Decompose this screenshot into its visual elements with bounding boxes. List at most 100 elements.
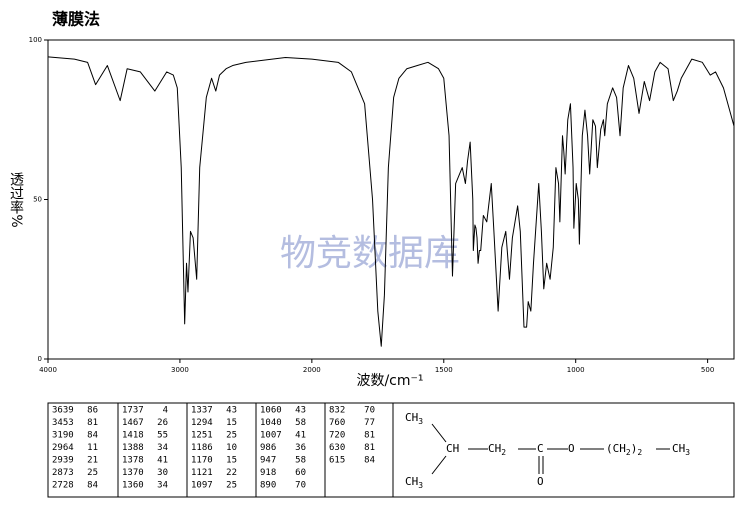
peak-transmittance: 81 — [87, 418, 98, 428]
peak-wavenumber: 1418 — [122, 431, 144, 441]
peak-wavenumber: 760 — [329, 418, 345, 428]
peak-transmittance: 81 — [364, 443, 375, 453]
peak-wavenumber: 832 — [329, 406, 345, 416]
peak-wavenumber: 1060 — [260, 406, 282, 416]
peak-transmittance: 58 — [295, 418, 306, 428]
plot-frame — [47, 39, 735, 360]
peak-wavenumber: 1737 — [122, 406, 144, 416]
peak-wavenumber: 1251 — [191, 431, 213, 441]
table-dividers — [117, 403, 394, 497]
peak-wavenumber: 2728 — [52, 481, 74, 491]
structure-bonds — [431, 423, 670, 475]
peak-transmittance: 70 — [364, 406, 375, 416]
subscript: 3 — [685, 448, 690, 457]
peak-wavenumber: 1360 — [122, 481, 144, 491]
chart-title: 薄膜法 — [52, 10, 100, 29]
group-text: CH — [446, 442, 459, 455]
peak-transmittance: 41 — [295, 431, 306, 441]
peak-transmittance: 58 — [295, 456, 306, 466]
x-tick-label: 1500 — [435, 366, 453, 374]
y-tick-label: 0 — [38, 355, 42, 363]
peak-wavenumber: 2873 — [52, 468, 74, 478]
spectrum-line — [47, 56, 735, 347]
table-frame — [47, 402, 735, 498]
peak-wavenumber: 890 — [260, 481, 276, 491]
peak-transmittance: 36 — [295, 443, 306, 453]
peak-wavenumber: 1294 — [191, 418, 213, 428]
peak-wavenumber: 3190 — [52, 431, 74, 441]
peak-transmittance: 26 — [157, 418, 168, 428]
peak-wavenumber: 1121 — [191, 468, 213, 478]
peak-wavenumber: 1467 — [122, 418, 144, 428]
structure-group: C — [537, 442, 544, 455]
peak-wavenumber: 1170 — [191, 456, 213, 466]
x-tick-label: 4000 — [39, 366, 57, 374]
group-text: O — [568, 442, 575, 455]
peak-transmittance: 11 — [87, 443, 98, 453]
peak-transmittance: 60 — [295, 468, 306, 478]
peak-wavenumber: 1378 — [122, 456, 144, 466]
peak-transmittance: 86 — [87, 406, 98, 416]
peak-transmittance: 4 — [163, 406, 168, 416]
subscript: 3 — [418, 417, 423, 426]
peak-transmittance: 43 — [295, 406, 306, 416]
peak-wavenumber: 918 — [260, 468, 276, 478]
peak-wavenumber: 1388 — [122, 443, 144, 453]
group-text: CH — [488, 442, 501, 455]
peak-transmittance: 25 — [87, 468, 98, 478]
group-text: (CH — [606, 442, 626, 455]
peak-transmittance: 84 — [87, 431, 98, 441]
peak-transmittance: 77 — [364, 418, 375, 428]
peak-transmittance: 84 — [87, 481, 98, 491]
peak-wavenumber: 1337 — [191, 406, 213, 416]
peak-transmittance: 10 — [226, 443, 237, 453]
subscript: 2 — [637, 448, 642, 457]
peak-transmittance: 25 — [226, 431, 237, 441]
structure-group: CH — [446, 442, 459, 455]
x-tick-label: 500 — [701, 366, 714, 374]
peak-transmittance: 15 — [226, 456, 237, 466]
peak-wavenumber: 986 — [260, 443, 276, 453]
structure-group: O — [568, 442, 575, 455]
structure-group: (CH2)2 — [606, 442, 642, 457]
peak-transmittance: 21 — [87, 456, 98, 466]
peak-wavenumber: 1007 — [260, 431, 282, 441]
peak-transmittance: 34 — [157, 481, 168, 491]
group-text: CH — [405, 411, 418, 424]
peak-wavenumber: 1040 — [260, 418, 282, 428]
peak-transmittance: 81 — [364, 431, 375, 441]
structure-group: CH2 — [488, 442, 506, 457]
peak-wavenumber: 1186 — [191, 443, 213, 453]
y-tick-label: 100 — [29, 36, 42, 44]
peak-transmittance: 34 — [157, 443, 168, 453]
x-tick-label: 3000 — [171, 366, 189, 374]
peak-wavenumber: 1097 — [191, 481, 213, 491]
peak-transmittance: 84 — [364, 456, 375, 466]
peak-transmittance: 70 — [295, 481, 306, 491]
subscript: 3 — [418, 481, 423, 490]
group-text: O — [537, 475, 544, 488]
y-axis-label: 透过率% — [8, 172, 24, 227]
subscript: 2 — [501, 448, 506, 457]
peak-transmittance: 41 — [157, 456, 168, 466]
peak-transmittance: 43 — [226, 406, 237, 416]
peak-wavenumber: 947 — [260, 456, 276, 466]
peak-wavenumber: 2939 — [52, 456, 74, 466]
structure-group: CH3 — [672, 442, 690, 457]
structure-group: O — [537, 475, 544, 488]
peak-transmittance: 25 — [226, 481, 237, 491]
peak-transmittance: 22 — [226, 468, 237, 478]
group-text: CH — [672, 442, 685, 455]
subscript: 2 — [626, 448, 631, 457]
x-tick-label: 2000 — [303, 366, 321, 374]
peak-wavenumber: 3639 — [52, 406, 74, 416]
structure-group: CH3 — [405, 411, 423, 426]
group-text: C — [537, 442, 544, 455]
group-text: ) — [631, 442, 638, 455]
peak-wavenumber: 2964 — [52, 443, 74, 453]
peak-wavenumber: 1370 — [122, 468, 144, 478]
peak-wavenumber: 615 — [329, 456, 345, 466]
watermark: 物竞数据库 — [280, 233, 460, 274]
x-axis-label: 波数/cm⁻¹ — [356, 373, 423, 389]
